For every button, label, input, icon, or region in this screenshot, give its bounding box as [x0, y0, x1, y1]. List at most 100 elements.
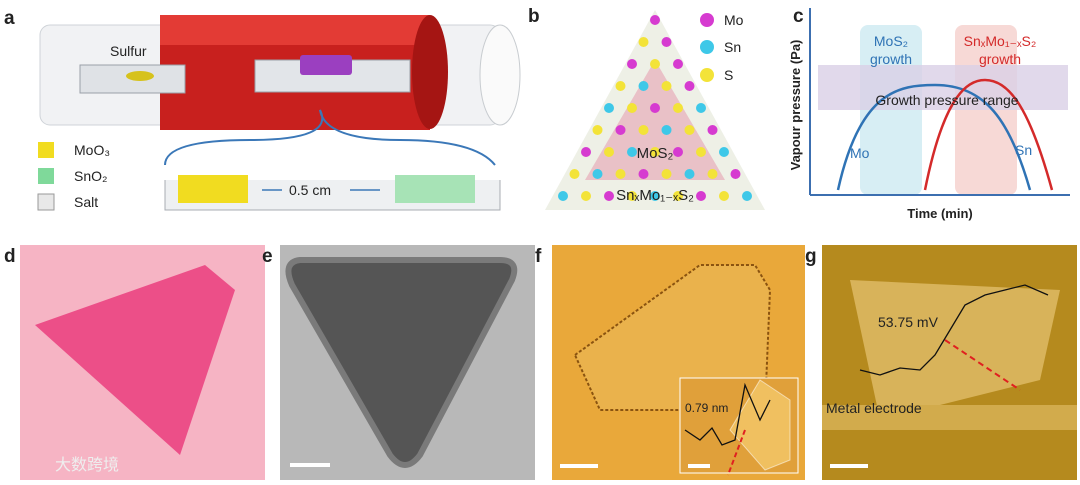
legend-label: SnO₂	[74, 168, 107, 184]
atom	[650, 15, 660, 25]
atom	[696, 191, 706, 201]
atom	[673, 191, 683, 201]
atom	[615, 125, 626, 135]
atom	[684, 81, 695, 91]
legend-label: Salt	[74, 194, 98, 210]
box-label: MoS₂	[874, 33, 908, 49]
panel-label: g	[805, 246, 817, 267]
panel-c: c MoS₂ growth SnₓMo₁₋ₓS₂ growth Growth p…	[788, 6, 1070, 221]
atom	[558, 191, 568, 201]
box-label: SnₓMo₁₋ₓS₂	[964, 33, 1037, 49]
panel-g: g 53.75 mV Metal electrode	[805, 245, 1077, 480]
bracket	[164, 109, 496, 166]
atom	[650, 147, 660, 157]
sulfur-powder	[126, 71, 154, 81]
pressure-band	[818, 65, 1068, 110]
substrate	[300, 55, 352, 75]
electrode-label: Metal electrode	[826, 400, 922, 416]
flake	[573, 264, 772, 411]
legend-label: Mo	[724, 12, 744, 28]
watermark: 大数跨境	[55, 455, 119, 474]
atom	[627, 147, 637, 157]
electrode	[822, 405, 1077, 430]
y-axis-title: Vapour pressure (Pa)	[788, 40, 803, 171]
curve-sn	[923, 78, 1054, 191]
shell-label: SnₓMo₁₋ₓS₂	[616, 187, 694, 204]
profile-line	[727, 429, 746, 476]
furnace-end	[412, 15, 448, 129]
atom	[673, 103, 683, 113]
atom	[627, 103, 637, 113]
atom	[627, 191, 637, 201]
atom	[615, 81, 626, 91]
flake	[285, 257, 518, 468]
atom	[719, 147, 729, 157]
panel-label: c	[793, 6, 804, 27]
atom	[707, 169, 718, 179]
panel-d: d 大数跨境	[4, 245, 265, 480]
potential-profile	[859, 284, 1049, 376]
boat	[79, 64, 186, 94]
atom	[661, 169, 672, 179]
legend-atom	[700, 68, 714, 82]
height-profile	[684, 382, 771, 446]
x-axis-title: Time (min)	[907, 206, 973, 221]
atom	[627, 59, 637, 69]
panel-f: f 0.79 nm	[535, 245, 805, 480]
furnace-top	[160, 15, 430, 45]
curve-label: Sn	[1015, 142, 1032, 158]
panel-e: e	[262, 245, 535, 480]
legend-swatch	[38, 168, 54, 184]
atom	[661, 125, 672, 135]
potential-label: 53.75 mV	[878, 314, 939, 330]
atom	[638, 81, 649, 91]
sno2-powder	[395, 175, 475, 203]
atom	[569, 169, 580, 179]
atom	[650, 103, 660, 113]
panel-a: a Sulfur 0.5 cm MoO₃ SnO₂ Salt	[4, 8, 521, 211]
atom	[592, 169, 603, 179]
atom	[696, 147, 706, 157]
curve-label: Mo	[850, 145, 870, 161]
legend-swatch	[37, 193, 55, 211]
panel-label: e	[262, 246, 273, 267]
atom	[604, 103, 614, 113]
core-label: MoS₂	[637, 145, 674, 162]
legend-label: Sn	[724, 39, 741, 55]
panel-label: b	[528, 6, 540, 27]
legend-label: MoO₃	[74, 142, 110, 158]
tube-end	[479, 24, 521, 126]
legend-atom	[700, 13, 714, 27]
atom	[730, 169, 741, 179]
moo3-powder	[178, 175, 248, 203]
atom	[661, 37, 672, 47]
atom	[742, 191, 752, 201]
label: 0.5 cm	[289, 182, 331, 198]
atom	[638, 125, 649, 135]
flake	[850, 280, 1060, 420]
atom	[615, 169, 626, 179]
box-label: growth	[979, 51, 1021, 67]
profile-line	[944, 339, 1021, 391]
atom	[661, 81, 672, 91]
panel-label: f	[535, 246, 542, 267]
atom	[684, 125, 695, 135]
band-label: Growth pressure range	[875, 92, 1018, 108]
label: Sulfur	[110, 43, 147, 59]
atom	[684, 169, 695, 179]
legend-swatch	[38, 142, 54, 158]
atom	[638, 37, 649, 47]
atom	[719, 191, 729, 201]
atom	[592, 125, 603, 135]
atom	[696, 103, 706, 113]
inset-flake	[729, 379, 791, 471]
legend-atom	[700, 40, 714, 54]
curve-mo	[836, 83, 1032, 191]
atom	[673, 147, 683, 157]
atom	[581, 147, 591, 157]
box-label: growth	[870, 51, 912, 67]
legend-label: S	[724, 67, 733, 83]
panel-label: d	[4, 246, 16, 267]
atom	[581, 191, 591, 201]
